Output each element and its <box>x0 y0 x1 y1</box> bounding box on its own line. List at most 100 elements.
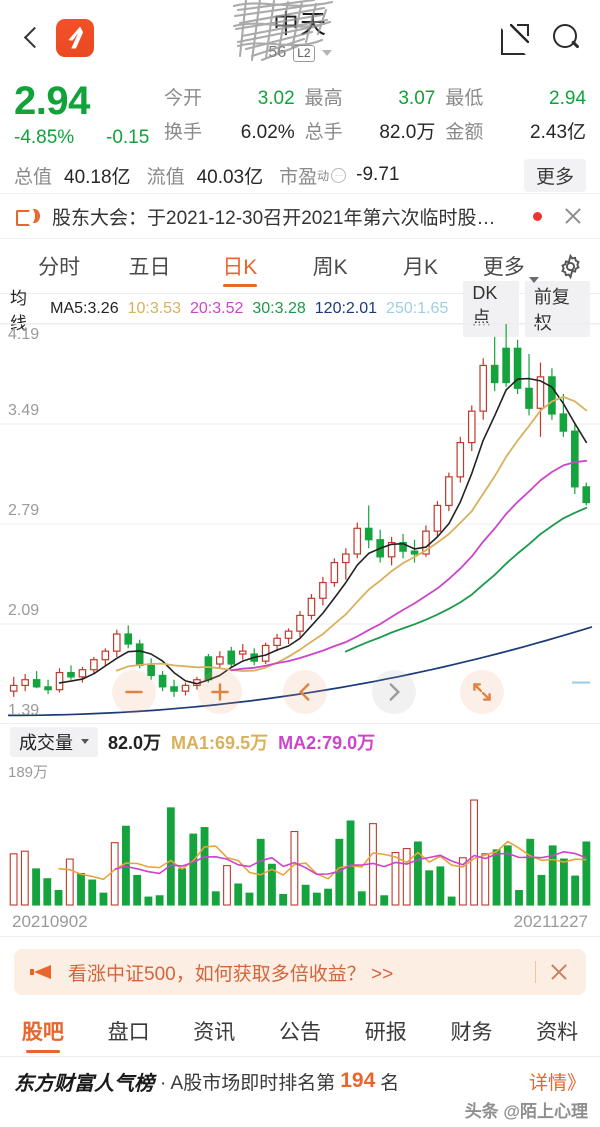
tab-weekly-k-label: 周K <box>312 256 348 279</box>
footer-detail-link[interactable]: 详情》 <box>528 1072 586 1094</box>
change-absolute: -0.15 <box>106 127 150 148</box>
promo-text: 看涨中证500，如何获取多倍收益？ >> <box>68 963 394 985</box>
volume-header: 成交量 82.0万 MA1:69.5万 MA2:79.0万 <box>0 723 600 759</box>
tab-financials[interactable]: 财务 <box>429 1005 515 1056</box>
stat-label-low: 最低 <box>445 88 484 109</box>
tab-announcements[interactable]: 公告 <box>257 1005 343 1056</box>
tab-announcements-label: 公告 <box>279 1020 322 1044</box>
zoom-out-button[interactable] <box>112 670 156 714</box>
volume-indicator-select[interactable]: 成交量 <box>10 726 98 757</box>
tab-profile[interactable]: 资料 <box>514 1005 600 1056</box>
ma250-legend: 250:1.65 <box>386 299 449 317</box>
content-tab-bar: 股吧 盘口 资讯 公告 研报 财务 资料 <box>0 1005 600 1057</box>
tab-profile-label: 资料 <box>536 1020 579 1044</box>
search-icon[interactable] <box>552 23 582 53</box>
tab-guba-label: 股吧 <box>21 1020 64 1044</box>
tab-five-day[interactable]: 五日 <box>104 239 194 293</box>
stat-label-floatcap: 流值 <box>146 166 185 188</box>
stock-sub-row[interactable]: 56 L2 <box>268 44 332 62</box>
watermark: 头条 @陌上心理 <box>464 1102 588 1121</box>
unread-dot-icon <box>533 211 542 221</box>
tab-research-label: 研报 <box>364 1020 407 1044</box>
adjust-button[interactable]: 前复权 <box>524 280 590 337</box>
stat-label-volume: 总手 <box>304 122 343 143</box>
tab-minute-label: 分时 <box>38 256 81 279</box>
level2-badge: L2 <box>293 44 315 62</box>
ma20-legend: 20:3.52 <box>189 299 244 317</box>
tab-research[interactable]: 研报 <box>343 1005 429 1056</box>
current-price: 2.94 <box>14 79 90 123</box>
stat-label-amount: 金额 <box>445 122 484 143</box>
tab-minute[interactable]: 分时 <box>14 239 104 293</box>
footer-rank: 194 <box>340 1069 376 1092</box>
gear-icon[interactable] <box>556 253 586 280</box>
moving-average-legend: 均线 MA5:3.26 10:3.53 20:3.52 30:3.28 120:… <box>0 280 600 337</box>
chart-control-overlay <box>0 669 600 715</box>
popularity-footer[interactable]: 东方财富人气榜 · A股市场即时排名第 194 名 详情》 头条 @陌上心理 <box>0 1057 600 1121</box>
chevron-down-icon <box>528 277 539 283</box>
back-chevron-icon[interactable] <box>18 25 44 51</box>
volume-ma2-legend: MA2:79.0万 <box>278 732 376 753</box>
tab-daily-k-label: 日K <box>222 256 258 279</box>
volume-max-label: 189万 <box>8 764 49 781</box>
expand-icon[interactable] <box>460 670 504 714</box>
quote-stats-row-2: 换手 6.02% 总手 82.0万 金额 2.43亿 <box>164 117 586 149</box>
more-button[interactable]: 更多 <box>523 158 586 192</box>
megaphone-icon <box>30 962 56 982</box>
date-start: 20210902 <box>12 911 88 931</box>
chevron-left-icon[interactable] <box>283 670 327 714</box>
stock-title-row[interactable]: 中天 <box>273 4 327 41</box>
candlestick-chart[interactable]: 4.19 3.49 2.79 2.09 1.39 <box>0 323 600 724</box>
ma30-legend: 30:3.28 <box>252 299 306 317</box>
y-axis-label-0: 4.19 <box>8 326 40 343</box>
header-actions <box>501 23 582 55</box>
tab-more-label: 更多 <box>482 256 525 279</box>
stat-label-high: 最高 <box>304 88 343 109</box>
tab-daily-k[interactable]: 日K <box>195 239 285 293</box>
announcement-bar[interactable]: 股东大会：于2021-12-30召开2021年第六次临时股… <box>0 193 600 239</box>
y-axis-label-3: 2.09 <box>8 602 40 619</box>
tab-weekly-k[interactable]: 周K <box>285 239 375 293</box>
chevron-down-icon[interactable] <box>321 50 332 56</box>
volume-chart[interactable]: 189万 <box>0 759 600 907</box>
volume-chart-svg <box>9 799 591 906</box>
stat-label-turnover: 换手 <box>164 122 203 143</box>
y-axis-label-2: 2.79 <box>8 502 40 519</box>
quote-stats-row-1: 今开 3.02 最高 3.07 最低 2.94 <box>164 83 586 117</box>
zoom-in-button[interactable] <box>198 670 242 714</box>
info-icon[interactable] <box>331 167 347 183</box>
tab-financials-label: 财务 <box>450 1020 493 1044</box>
y-axis-label-4: 1.39 <box>8 702 40 719</box>
tab-orderbook[interactable]: 盘口 <box>86 1005 172 1056</box>
stat-value-floatcap: 40.03亿 <box>196 166 264 188</box>
candlestick-chart-svg <box>0 324 600 724</box>
footer-suffix: 名 <box>380 1072 400 1094</box>
app-logo-icon[interactable] <box>56 18 94 57</box>
stat-value-pe: -9.71 <box>356 164 400 185</box>
chart-tab-bar: 分时 五日 日K 周K 月K 更多 <box>0 239 600 293</box>
stat-value-turnover: 6.02% <box>240 122 295 143</box>
tab-monthly-k[interactable]: 月K <box>375 239 465 293</box>
tab-more[interactable]: 更多 <box>466 239 556 293</box>
stat-pe-superscript: 动 <box>317 168 330 183</box>
tab-news[interactable]: 资讯 <box>171 1005 257 1056</box>
y-axis-label-1: 3.49 <box>8 402 40 419</box>
tab-five-day-label: 五日 <box>128 256 171 279</box>
quote-primary-row: 2.94 -4.85% -0.15 今开 3.02 最高 3.07 <box>14 79 586 149</box>
share-icon[interactable] <box>501 23 530 55</box>
chevron-right-icon[interactable] <box>372 670 416 714</box>
close-icon[interactable] <box>548 961 570 983</box>
promo-banner[interactable]: 看涨中证500，如何获取多倍收益？ >> <box>14 949 586 995</box>
quote-stats-row-3: 总值 40.18亿 流值 40.03亿 市盈 动 -9.71 更多 <box>0 157 600 193</box>
tab-orderbook-label: 盘口 <box>107 1020 150 1044</box>
stat-label-open: 今开 <box>164 88 203 109</box>
tab-monthly-k-label: 月K <box>402 256 438 279</box>
stat-value-low: 2.94 <box>549 88 587 109</box>
quote-stats-grid: 今开 3.02 最高 3.07 最低 2.94 换手 6.02% <box>164 83 586 149</box>
volume-ma1-legend: MA1:69.5万 <box>171 732 269 753</box>
dk-point-button[interactable]: DK点 <box>463 280 519 337</box>
stat-value-amount: 2.43亿 <box>530 122 587 143</box>
close-icon[interactable] <box>562 205 584 227</box>
tab-guba[interactable]: 股吧 <box>0 1005 86 1056</box>
